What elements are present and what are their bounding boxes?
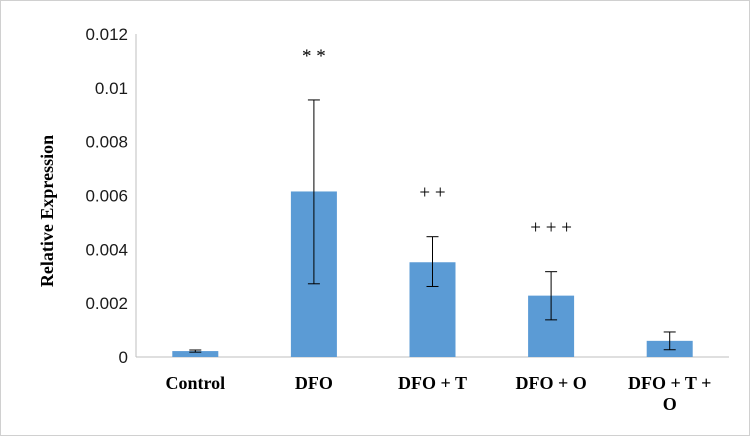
x-category-label: DFO + T [398, 373, 467, 393]
significance-annotation: + + [419, 183, 445, 204]
x-category-label: DFO [295, 373, 333, 393]
y-tick-label: 0.01 [95, 79, 128, 98]
significance-annotation: * * [302, 46, 326, 67]
error-bars [189, 99, 676, 353]
bar [172, 351, 219, 357]
y-tick-label: 0 [119, 348, 128, 367]
y-tick-label: 0.004 [85, 240, 128, 259]
y-axis-title-group: Relative Expression [37, 135, 57, 287]
y-tick-label: 0.006 [85, 187, 128, 206]
x-category-label: Control [165, 373, 225, 393]
y-tick-label: 0.008 [85, 133, 128, 152]
significance-annotation: + + + [530, 218, 572, 239]
x-category-label: DFO + O [515, 373, 586, 393]
x-category-labels: Control DFO DFO + T DFO + O DFO + T +O [165, 373, 711, 414]
x-category-label: O [663, 394, 677, 414]
x-category-label: DFO + T + [628, 373, 711, 393]
y-axis-title: Relative Expression [37, 135, 57, 287]
y-tick-labels: 0 0.002 0.004 0.006 0.008 0.01 0.012 [85, 25, 128, 367]
significance-annotations: * * + + + + + [302, 46, 572, 239]
y-tick-label: 0.002 [85, 294, 128, 313]
y-tick-label: 0.012 [85, 25, 128, 44]
bars [172, 191, 693, 357]
